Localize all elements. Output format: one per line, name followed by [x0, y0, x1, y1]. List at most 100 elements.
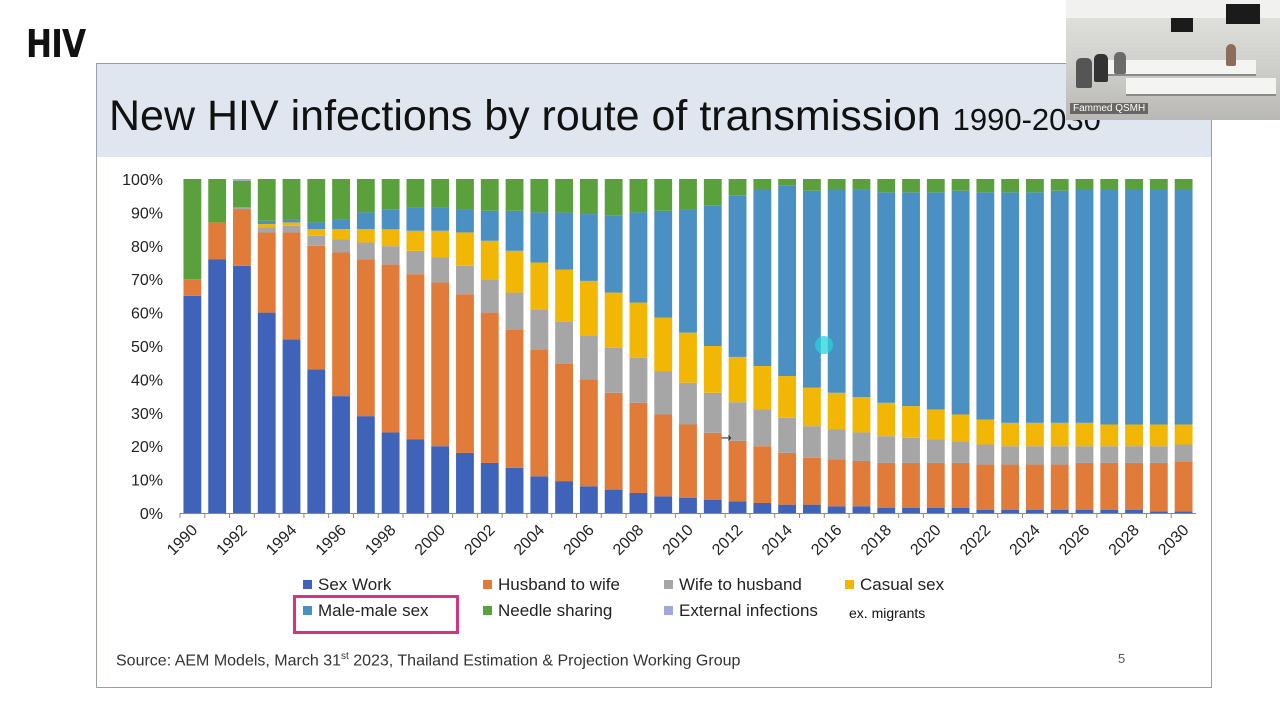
x-tick-label: 2020 — [907, 522, 944, 559]
bar-segment — [753, 502, 772, 513]
bar-segment — [1050, 190, 1069, 423]
bar-segment — [456, 265, 474, 295]
bar-segment — [356, 229, 375, 243]
bar-segment — [233, 180, 251, 208]
bar-segment — [1001, 464, 1020, 510]
bar-segment — [902, 192, 920, 407]
video-person — [1226, 44, 1236, 66]
video-person — [1114, 52, 1126, 74]
bar-segment — [976, 179, 995, 193]
bar-segment — [604, 215, 623, 293]
x-tick-label: 1996 — [313, 522, 350, 559]
bar-segment — [802, 504, 821, 513]
bar-segment — [877, 179, 896, 193]
bar-segment — [1001, 179, 1020, 193]
bar-segment — [1026, 422, 1044, 447]
legend-swatch-husband-to-wife — [483, 580, 492, 589]
bar-segment — [1026, 446, 1044, 465]
bar-segment — [753, 446, 772, 503]
legend-item-sex-work: Sex Work — [303, 575, 391, 595]
video-thumbnail[interactable]: Fammed QSMH — [1066, 0, 1280, 120]
bar-segment — [456, 294, 474, 453]
bar-segment — [951, 190, 970, 415]
bar-segment — [1149, 511, 1168, 513]
bar-segment — [555, 269, 574, 322]
bar-segment — [1125, 509, 1143, 513]
bar-segment — [1174, 424, 1193, 445]
bar-segment — [827, 459, 846, 507]
bar-segment — [257, 220, 276, 225]
bar-segment — [1050, 179, 1069, 191]
bar-segment — [1001, 509, 1020, 513]
y-tick-label: 20% — [131, 439, 163, 456]
bar-segment — [332, 229, 350, 240]
bar-segment — [951, 462, 970, 508]
video-person — [1094, 54, 1108, 82]
bar-segment — [431, 230, 450, 258]
bar-segment — [778, 452, 797, 505]
legend-swatch-wife-to-husband — [664, 580, 673, 589]
legend-item-wife-to-husband: Wife to husband — [664, 575, 802, 595]
bar-segment — [183, 295, 202, 513]
cursor-arrow-icon: → — [721, 431, 732, 446]
title-main: New HIV infections by route of transmiss… — [109, 92, 953, 140]
bar-segment — [1149, 424, 1168, 447]
bar-segment — [753, 189, 772, 367]
bar-segment — [183, 279, 202, 296]
bar-segment — [555, 481, 574, 513]
bar-segment — [1001, 422, 1020, 447]
y-tick-label: 80% — [131, 239, 163, 256]
bar-segment — [530, 476, 549, 513]
bar-segment — [902, 406, 920, 438]
y-tick-label: 90% — [131, 205, 163, 222]
bar-segment — [1075, 446, 1094, 463]
video-table-back — [1106, 60, 1256, 76]
bar-segment — [555, 179, 574, 213]
bar-segment — [579, 335, 598, 380]
bar-segment — [778, 504, 797, 513]
x-tick-label: 2010 — [660, 522, 697, 559]
y-tick-label: 60% — [131, 306, 163, 323]
x-tick-label: 2012 — [709, 522, 746, 559]
bar-segment — [604, 392, 623, 490]
bar-segment — [802, 457, 821, 505]
slide-title: New HIV infections by route of transmiss… — [109, 92, 1101, 141]
x-tick-label: 2024 — [1007, 522, 1044, 559]
source-superscript: st — [340, 651, 349, 662]
bar-segment — [852, 179, 871, 190]
bar-segment — [976, 419, 995, 445]
bar-segment — [629, 212, 648, 303]
bar-segment — [629, 402, 648, 493]
bar-segment — [827, 392, 846, 430]
y-tick-label: 100% — [122, 172, 163, 189]
bar-segment — [852, 460, 871, 507]
bar-segment — [257, 312, 276, 513]
bar-segment — [1174, 444, 1193, 462]
bar-segment — [1075, 179, 1094, 190]
bar-segment — [926, 507, 945, 513]
laser-pointer-dot — [815, 336, 833, 354]
bar-segment — [926, 192, 945, 410]
bar-segment — [778, 417, 797, 453]
bar-segment — [703, 179, 722, 206]
video-table-front — [1126, 78, 1276, 96]
bar-segment — [654, 317, 673, 372]
x-tick-label: 1992 — [214, 522, 251, 559]
bar-segment — [307, 222, 326, 230]
bar-segment — [579, 379, 598, 487]
bar-segment — [728, 402, 747, 441]
bar-segment — [1125, 424, 1143, 447]
video-participant-name: Fammed QSMH — [1070, 103, 1149, 114]
bar-segment — [1149, 446, 1168, 463]
bar-segment — [381, 209, 400, 230]
bar-segment — [1100, 189, 1119, 425]
video-person — [1076, 58, 1092, 88]
legend-swatch-sex-work — [303, 580, 312, 589]
bar-segment — [1149, 179, 1168, 190]
bar-segment — [877, 192, 896, 403]
source-prefix: Source: AEM Models, March 31 — [116, 652, 341, 670]
bar-segment — [381, 179, 400, 210]
bar-segment — [852, 506, 871, 513]
bar-segment — [332, 239, 350, 253]
source-suffix: 2023, Thailand Estimation & Projection W… — [348, 652, 741, 670]
